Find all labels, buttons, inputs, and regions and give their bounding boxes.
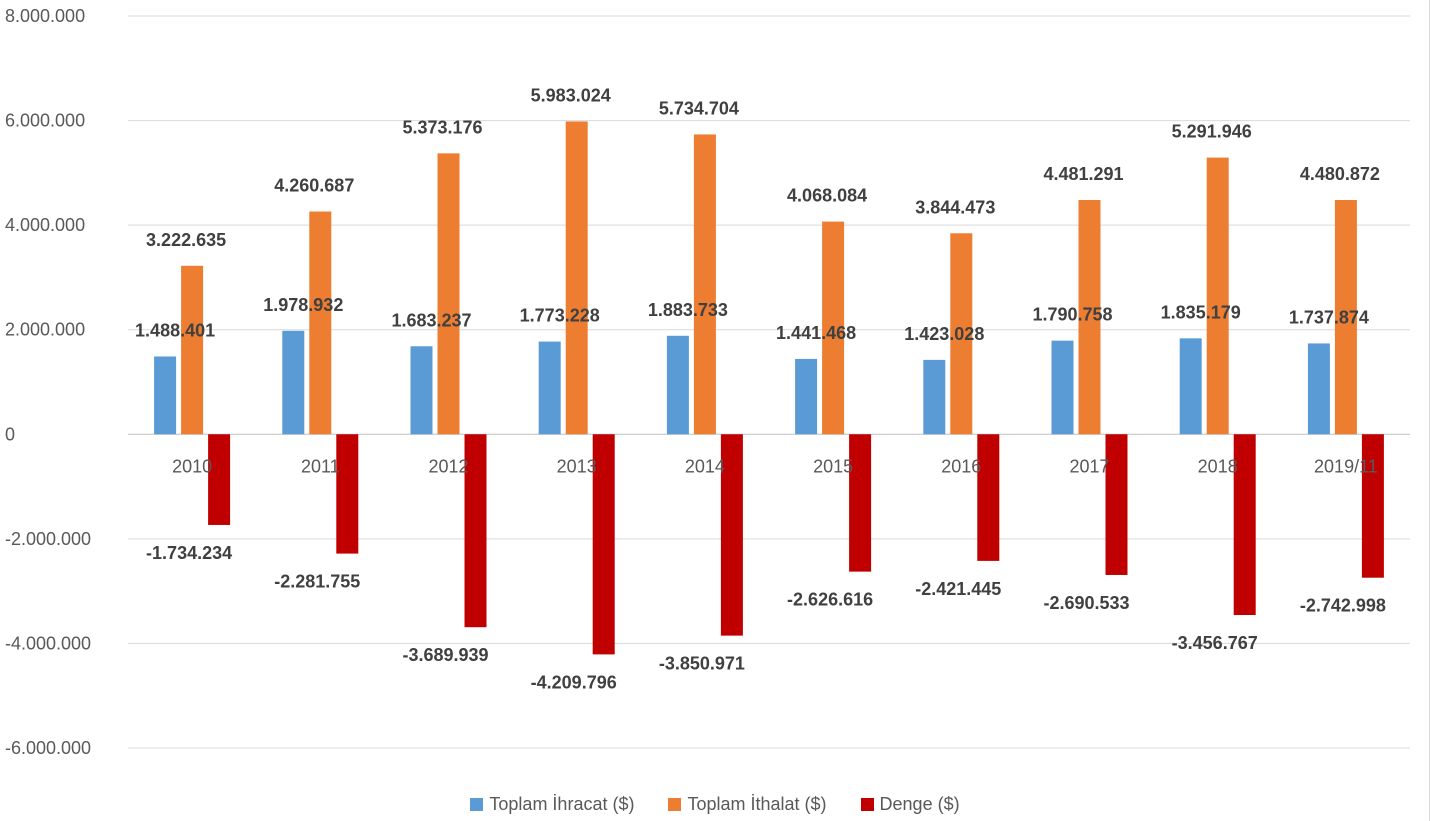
bar-exports <box>410 346 433 435</box>
data-label-exports: 1.790.758 <box>1032 305 1112 325</box>
bar-imports <box>1334 200 1357 435</box>
bars <box>154 121 1384 655</box>
bar-exports <box>666 335 689 435</box>
data-label-imports: 4.481.291 <box>1043 164 1123 184</box>
bar-exports <box>538 341 561 435</box>
bar-balance <box>1105 434 1128 575</box>
y-tick-label: 8.000.000 <box>5 6 85 26</box>
data-label-exports: 1.488.401 <box>135 320 215 340</box>
bar-exports <box>282 330 305 435</box>
data-label-balance: -1.734.234 <box>146 543 232 563</box>
x-tick-label: 2014 <box>685 456 725 476</box>
bar-imports <box>693 134 716 435</box>
bar-exports <box>1051 340 1074 435</box>
bar-exports <box>795 358 818 435</box>
data-labels: 1.488.401 3.222.635 -1.734.234 1.978.932 4.2… <box>135 85 1386 692</box>
legend: Toplam İhracat ($) Toplam İthalat ($) De… <box>0 789 1430 819</box>
legend-item-balance: Denge ($) <box>860 793 960 815</box>
legend-item-imports: Toplam İthalat ($) <box>668 793 827 815</box>
bar-balance <box>977 434 1000 561</box>
legend-swatch-exports <box>470 797 484 811</box>
bar-imports <box>1078 199 1101 435</box>
x-tick-label: 2017 <box>1069 456 1109 476</box>
y-tick-label: 4.000.000 <box>5 215 85 235</box>
data-label-imports: 5.291.946 <box>1172 122 1252 142</box>
data-label-balance: -2.421.445 <box>915 579 1001 599</box>
legend-swatch-balance <box>860 797 874 811</box>
legend-label-exports: Toplam İhracat ($) <box>489 793 635 814</box>
legend-label-balance: Denge ($) <box>879 793 960 814</box>
bar-balance <box>849 434 872 572</box>
bar-exports <box>154 356 177 435</box>
data-label-imports: 3.222.635 <box>146 230 226 250</box>
x-tick-label: 2015 <box>813 456 853 476</box>
x-tick-label: 2011 <box>301 456 340 476</box>
bar-imports <box>437 153 460 435</box>
x-tick-label: 2018 <box>1198 456 1238 476</box>
data-label-balance: -2.690.533 <box>1043 593 1129 613</box>
bar-balance <box>1233 434 1256 616</box>
y-tick-label: 6.000.000 <box>5 111 85 131</box>
bar-exports <box>1307 343 1330 435</box>
legend-label-imports: Toplam İthalat ($) <box>687 793 827 814</box>
x-tick-label: 2016 <box>941 456 981 476</box>
x-tick-label: 2012 <box>428 456 468 476</box>
data-label-exports: 1.441.468 <box>776 323 856 343</box>
data-label-balance: -4.209.796 <box>531 672 617 692</box>
bar-balance <box>464 434 487 628</box>
bar-imports <box>950 233 973 435</box>
bar-balance <box>1361 434 1384 578</box>
data-label-imports: 4.480.872 <box>1300 164 1380 184</box>
x-tick-label: 2019/11 <box>1314 456 1378 476</box>
y-tick-label: -2.000.000 <box>5 529 91 549</box>
data-label-exports: 1.978.932 <box>263 295 343 315</box>
data-label-exports: 1.683.237 <box>391 310 471 330</box>
y-tick-label: 0 <box>5 424 15 444</box>
category-labels: 2010 2011 2012 2013 2014 2015 2016 2017 2018 2019… <box>172 456 1378 476</box>
legend-item-exports: Toplam İhracat ($) <box>470 794 634 815</box>
bar-imports <box>1206 157 1229 435</box>
data-label-imports: 5.983.024 <box>531 85 611 105</box>
data-label-exports: 1.773.228 <box>520 306 600 326</box>
x-tick-label: 2010 <box>172 456 212 476</box>
data-label-imports: 4.068.084 <box>787 186 867 206</box>
data-label-exports: 1.835.179 <box>1161 302 1241 322</box>
data-label-balance: -3.456.767 <box>1172 633 1258 653</box>
data-label-exports: 1.883.733 <box>648 300 728 320</box>
axis: 8.000.000 6.000.000 4.000.000 2.000.000 0 -2.… <box>5 6 91 758</box>
data-label-imports: 3.844.473 <box>915 197 995 217</box>
data-label-imports: 4.260.687 <box>274 176 354 196</box>
data-label-imports: 5.373.176 <box>402 117 482 137</box>
data-label-exports: 1.423.028 <box>904 324 984 344</box>
chart-border <box>1429 0 1430 821</box>
bar-balance <box>720 434 743 636</box>
x-tick-label: 2013 <box>557 456 597 476</box>
bar-imports <box>822 221 845 435</box>
data-label-balance: -3.689.939 <box>402 645 488 665</box>
data-label-balance: -2.742.998 <box>1300 596 1386 616</box>
data-label-imports: 5.734.704 <box>659 98 739 118</box>
bar-imports <box>309 211 332 435</box>
data-label-balance: -2.281.755 <box>274 572 360 592</box>
bar-balance <box>208 434 231 525</box>
data-label-exports: 1.737.874 <box>1289 307 1369 327</box>
bar-exports <box>923 359 946 435</box>
bar-balance <box>336 434 359 554</box>
y-tick-label: -4.000.000 <box>5 633 91 653</box>
bar-exports <box>1179 338 1202 435</box>
y-tick-label: -6.000.000 <box>5 738 91 758</box>
data-label-balance: -3.850.971 <box>659 654 745 674</box>
bar-imports <box>565 121 588 435</box>
bar-balance <box>592 434 615 655</box>
bar-imports <box>181 265 204 435</box>
y-tick-label: 2.000.000 <box>5 320 85 340</box>
legend-swatch-imports <box>668 797 682 811</box>
data-label-balance: -2.626.616 <box>787 590 873 610</box>
